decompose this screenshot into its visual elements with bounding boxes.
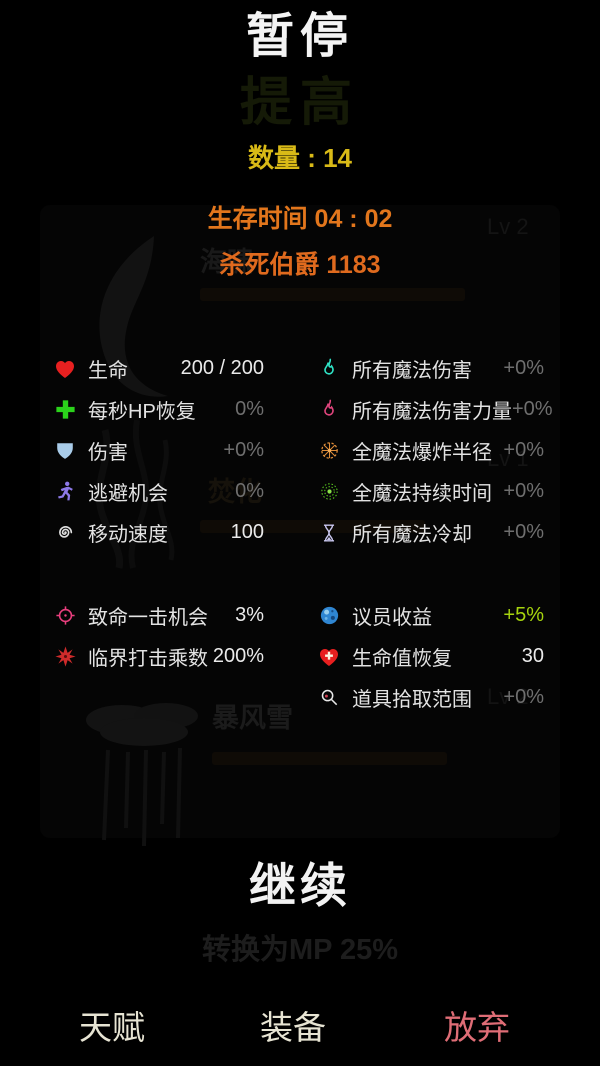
- stat-value: +0%: [223, 439, 264, 461]
- stat-row-hp: 生命 200 / 200: [52, 348, 264, 389]
- wheel-icon: [316, 438, 342, 464]
- stat-label: 移动速度: [88, 524, 168, 546]
- survival-time-text: 生存时间 04 : 02: [207, 205, 393, 233]
- pause-title: 暂停: [245, 10, 355, 63]
- stat-value: 0%: [235, 480, 264, 502]
- stats-column-right: 所有魔法伤害 +0% 所有魔法伤害力量 +0% 全魔法爆炸半径 +0% 全魔法持…: [316, 348, 553, 718]
- stat-value: 0%: [235, 398, 264, 420]
- stat-row-hp-restore: 生命值恢复 30: [316, 636, 544, 677]
- stat-label: 伤害: [88, 442, 128, 464]
- faded-subtitle: 提高: [239, 74, 361, 132]
- stat-row-councilor: 议员收益 +5%: [316, 595, 544, 636]
- stats-column-left: 生命 200 / 200 每秒HP恢复 0% 伤害 +0% 逃避机会 0%: [52, 348, 264, 718]
- kill-count-text: 杀死伯爵 1183: [219, 251, 381, 279]
- stats-gap: [316, 553, 544, 595]
- bg-card-level: Lv 2: [487, 684, 529, 709]
- equipment-button[interactable]: 装备: [254, 1000, 332, 1050]
- stat-value: +0%: [503, 686, 544, 708]
- bg-card-desc-smudge: [200, 288, 465, 301]
- give-up-button[interactable]: 放弃: [438, 1000, 516, 1050]
- heart-plus-icon: [316, 644, 342, 670]
- stat-row-magic-power: 所有魔法伤害力量 +0%: [316, 389, 553, 430]
- stat-label: 所有魔法伤害力量: [352, 401, 512, 423]
- quantity-text: 数量 : 14: [247, 143, 353, 173]
- incinerate-card-art: [95, 420, 175, 569]
- stat-row-speed: 移动速度 100: [52, 512, 264, 553]
- continue-button[interactable]: 继续: [243, 846, 357, 917]
- rings-icon: [316, 479, 342, 505]
- bg-card-desc-smudge: [212, 752, 447, 765]
- stat-label: 议员收益: [352, 607, 432, 629]
- stat-row-magic-damage: 所有魔法伤害 +0%: [316, 348, 544, 389]
- tsunami-card-art: [99, 236, 168, 397]
- orb-icon: [316, 603, 342, 629]
- crosshair-icon: [52, 603, 78, 629]
- bg-card-title-tsunami: 海啸: [200, 247, 254, 277]
- shield-icon: [52, 438, 78, 464]
- runner-icon: [52, 479, 78, 505]
- stat-label: 全魔法爆炸半径: [352, 442, 492, 464]
- stat-label: 临界打击乘数: [88, 648, 208, 670]
- stat-value: +0%: [503, 521, 544, 543]
- magnifier-icon: [316, 685, 342, 711]
- stat-value: +0%: [503, 480, 544, 502]
- stat-label: 生命: [88, 360, 128, 382]
- stats-grid: 生命 200 / 200 每秒HP恢复 0% 伤害 +0% 逃避机会 0%: [52, 348, 553, 718]
- stat-value: 200%: [212, 645, 264, 667]
- bg-card-level: Lv 1: [487, 446, 529, 471]
- stat-label: 致命一击机会: [88, 607, 208, 629]
- plus-icon: [52, 397, 78, 423]
- stat-row-damage: 伤害 +0%: [52, 430, 264, 471]
- bg-card-title-incinerate: 焚化: [208, 477, 262, 507]
- bg-mp-note: 转换为MP 25%: [201, 934, 399, 966]
- stat-label: 全魔法持续时间: [352, 483, 492, 505]
- stat-value: +0%: [512, 398, 553, 420]
- stat-value: 3%: [235, 604, 264, 626]
- flame-cyan-icon: [316, 356, 342, 382]
- stat-label: 所有魔法伤害: [352, 360, 472, 382]
- stat-label: 所有魔法冷却: [352, 524, 472, 546]
- stat-row-pickup-range: 道具拾取范围 +0%: [316, 677, 544, 718]
- stat-value: +0%: [503, 357, 544, 379]
- blizzard-card-art: [86, 703, 198, 847]
- stat-label: 逃避机会: [88, 483, 168, 505]
- stat-row-crit-mult: 临界打击乘数 200%: [52, 636, 264, 677]
- stat-row-cooldown: 所有魔法冷却 +0%: [316, 512, 544, 553]
- talents-button[interactable]: 天赋: [73, 1000, 151, 1050]
- stat-value: 30: [521, 645, 544, 667]
- heart-icon: [52, 356, 78, 382]
- bg-card-desc-smudge: [200, 520, 425, 533]
- stat-value: +5%: [503, 604, 544, 626]
- stat-row-dodge: 逃避机会 0%: [52, 471, 264, 512]
- stat-value: 200 / 200: [180, 357, 264, 379]
- bg-card-level: Lv 2: [487, 214, 529, 239]
- stat-row-duration: 全魔法持续时间 +0%: [316, 471, 544, 512]
- stat-label: 每秒HP恢复: [88, 401, 196, 423]
- spiral-icon: [52, 520, 78, 546]
- stat-value: 100: [230, 521, 264, 543]
- stat-row-hp-regen: 每秒HP恢复 0%: [52, 389, 264, 430]
- stat-value: +0%: [503, 439, 544, 461]
- flame-pink-icon: [316, 397, 342, 423]
- stat-label: 道具拾取范围: [352, 689, 472, 711]
- stat-row-crit-chance: 致命一击机会 3%: [52, 595, 264, 636]
- burst-icon: [52, 644, 78, 670]
- stat-label: 生命值恢复: [352, 648, 452, 670]
- bg-card-title-blizzard: 暴风雪: [212, 703, 293, 733]
- stat-row-blast-radius: 全魔法爆炸半径 +0%: [316, 430, 544, 471]
- hourglass-icon: [316, 520, 342, 546]
- stats-gap: [52, 553, 264, 595]
